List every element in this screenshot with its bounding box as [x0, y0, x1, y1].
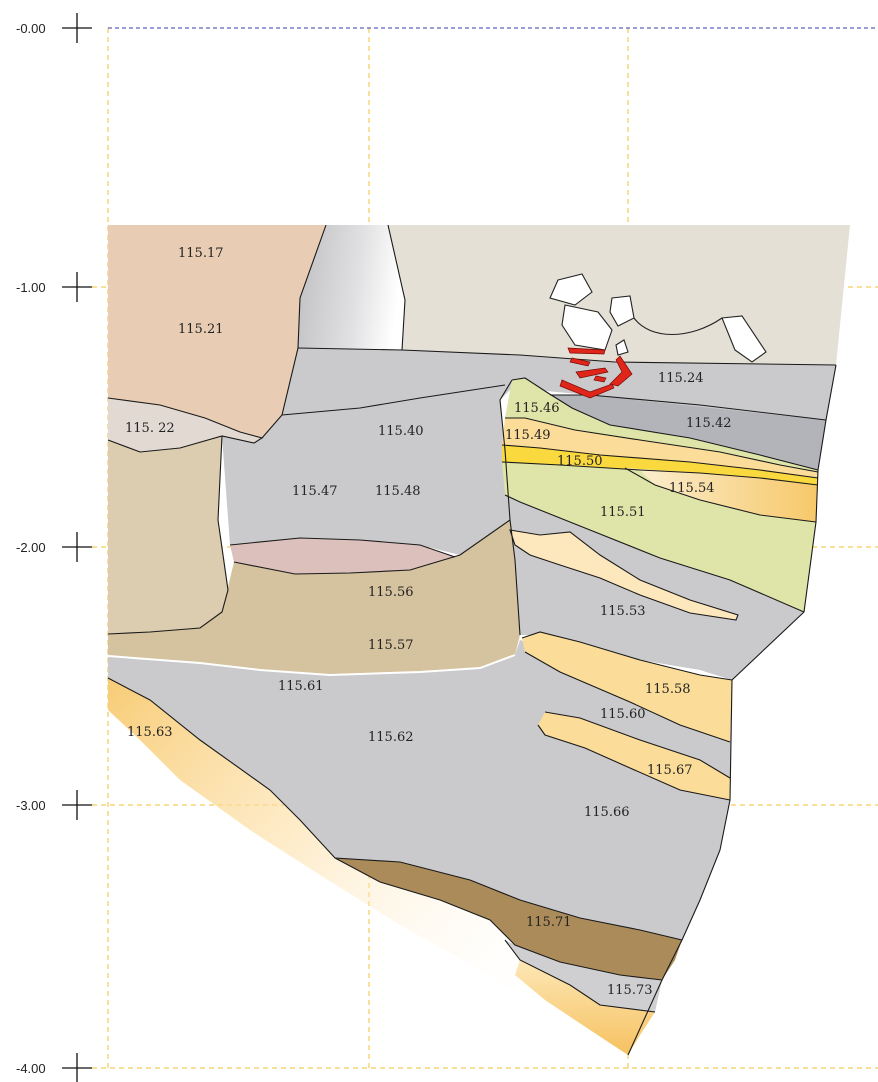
- layer-115-22: [108, 398, 262, 452]
- label-115-24: 115.24: [658, 371, 704, 386]
- depth-ticks: [62, 13, 92, 1082]
- layer-115-51: [502, 462, 816, 612]
- layer-grey-wedge: [298, 225, 405, 350]
- layer-boundaries: [107, 224, 837, 1056]
- layer-115-49: [502, 418, 818, 478]
- label-115-73: 115.73: [607, 983, 653, 998]
- layer-115-73: [505, 940, 662, 1012]
- layer-115-46: [505, 378, 818, 472]
- stone-cluster: [549, 273, 767, 363]
- layer-115-40: [222, 348, 836, 555]
- label-115-67: 115.67: [647, 763, 693, 778]
- layer-115-73-orange: [515, 960, 655, 1055]
- layer-labels: 115.17 115.21 115. 22 115.24 115.40 115.…: [125, 246, 732, 998]
- label-115-62: 115.62: [368, 730, 414, 745]
- layer-115-67: [538, 712, 730, 800]
- label-115-17: 115.17: [178, 246, 224, 261]
- layer-115-53-lens: [510, 530, 738, 620]
- label-115-54: 115.54: [669, 481, 715, 496]
- layer-115-42: [550, 395, 826, 470]
- label-115-40: 115.40: [378, 424, 424, 439]
- layer-115-58: [522, 632, 732, 742]
- label-115-63: 115.63: [127, 725, 173, 740]
- label-115-61: 115.61: [278, 679, 324, 694]
- layer-115-71: [335, 858, 682, 980]
- layer-left-khaki: [108, 436, 228, 634]
- label-115-66: 115.66: [584, 805, 630, 820]
- label-115-53: 115.53: [600, 604, 646, 619]
- layer-115-62: [108, 640, 732, 940]
- label-115-71: 115.71: [526, 915, 572, 930]
- label-115-56: 115.56: [368, 585, 414, 600]
- depth-label-1: -1.00: [16, 280, 46, 295]
- label-115-57: 115.57: [368, 638, 414, 653]
- layer-pink-lens: [230, 538, 455, 574]
- label-115-46: 115.46: [514, 401, 560, 416]
- layer-115-56: [108, 520, 520, 675]
- layer-115-54: [625, 468, 818, 522]
- layer-115-17: [108, 225, 326, 438]
- label-115-22: 115. 22: [125, 421, 175, 436]
- label-115-60: 115.60: [600, 707, 646, 722]
- label-115-48: 115.48: [375, 484, 421, 499]
- label-115-21: 115.21: [178, 322, 224, 337]
- label-115-49: 115.49: [505, 428, 551, 443]
- burnt-fragments: [559, 347, 633, 399]
- label-115-51: 115.51: [600, 505, 646, 520]
- depth-label-0: -0.00: [16, 21, 46, 36]
- depth-label-4: -4.00: [16, 1061, 46, 1076]
- label-115-47: 115.47: [292, 484, 338, 499]
- depth-label-3: -3.00: [16, 798, 46, 813]
- layer-115-50: [502, 445, 818, 485]
- label-115-58: 115.58: [645, 682, 691, 697]
- label-115-42: 115.42: [686, 416, 732, 431]
- depth-label-2: -2.00: [16, 540, 46, 555]
- label-115-50: 115.50: [557, 454, 603, 469]
